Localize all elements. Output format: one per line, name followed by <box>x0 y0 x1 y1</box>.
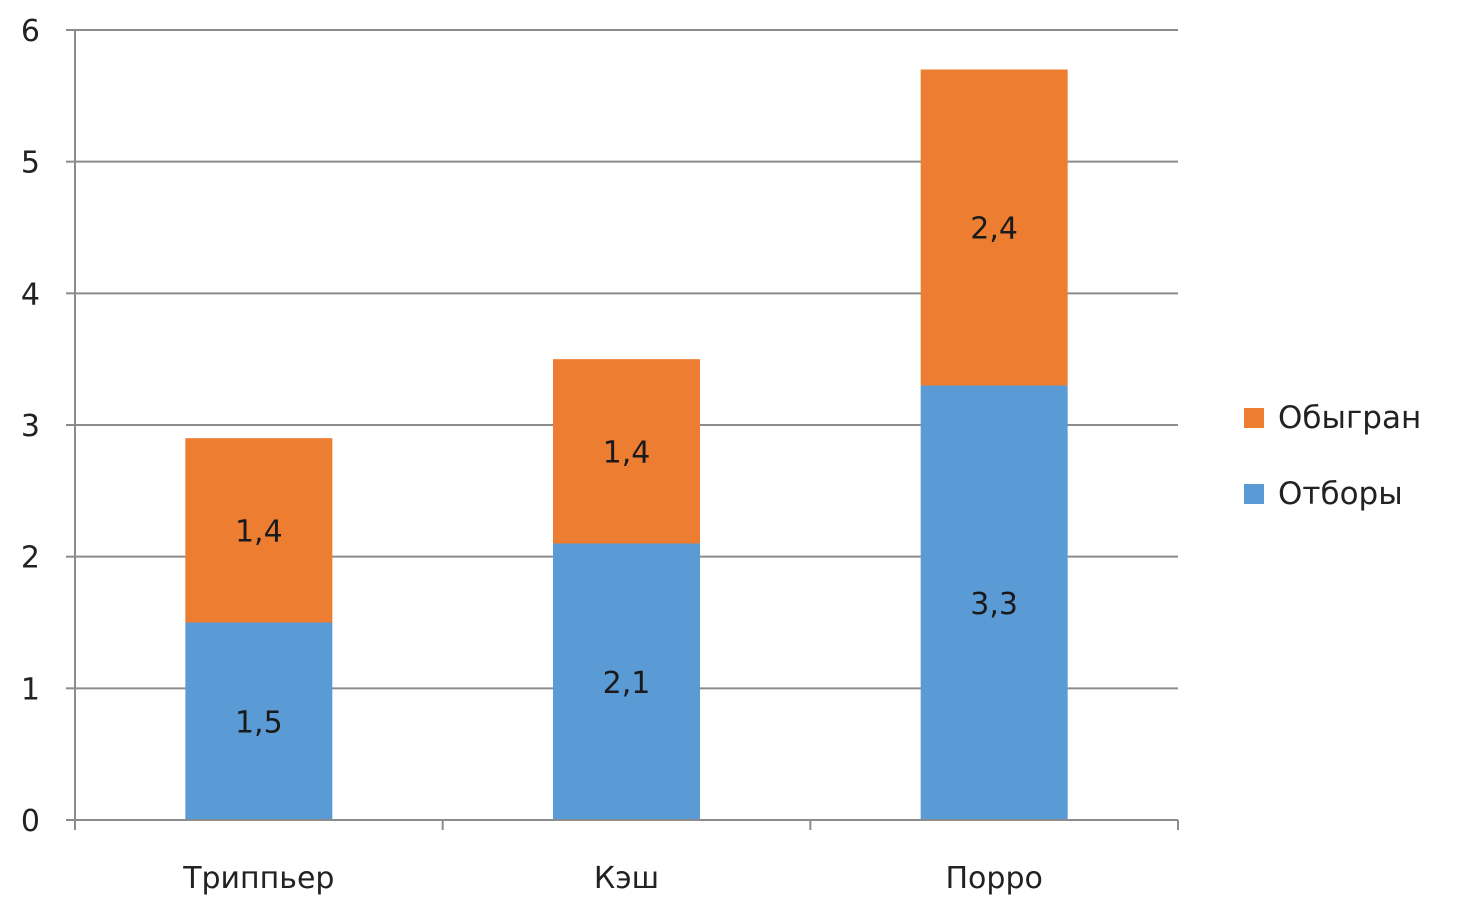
y-tick-label: 6 <box>21 14 40 49</box>
bar-segment-otbory <box>185 622 333 820</box>
x-tick-label: Порро <box>945 861 1042 896</box>
x-tick-label: Кэш <box>594 861 659 896</box>
legend-item-obygran: Обыгран <box>1244 398 1421 438</box>
legend-swatch-obygran <box>1244 408 1264 428</box>
data-label: 1,4 <box>603 435 651 470</box>
bar-segment-otbory <box>920 385 1068 820</box>
bar-segment-obygran <box>920 69 1068 386</box>
data-label: 2,4 <box>970 212 1018 247</box>
bars <box>185 69 1068 820</box>
bar-segment-obygran <box>185 438 333 623</box>
data-label: 2,1 <box>603 666 651 701</box>
legend-item-otbory: Отборы <box>1244 474 1421 514</box>
y-tick-label: 1 <box>21 672 40 707</box>
y-tick-label: 0 <box>21 804 40 839</box>
data-label: 1,5 <box>235 705 283 740</box>
y-tick-label: 5 <box>21 146 40 181</box>
legend-swatch-otbory <box>1244 484 1264 504</box>
bar-segment-otbory <box>553 543 700 820</box>
y-tick-label: 4 <box>21 277 40 312</box>
data-labels: 1,5 1,4 2,1 1,4 3,3 2,4 <box>235 212 1018 741</box>
axes: 0 1 2 3 4 5 6 Триппьер Кэш Порро <box>21 14 1179 896</box>
y-tick-label: 2 <box>21 541 40 576</box>
legend-label-otbory: Отборы <box>1278 476 1403 512</box>
data-label: 3,3 <box>970 587 1018 622</box>
y-tick-label: 3 <box>21 409 40 444</box>
data-label: 1,4 <box>235 514 283 549</box>
x-tick-label: Триппьер <box>182 861 334 896</box>
bar-segment-obygran <box>553 359 700 544</box>
legend: Обыгран Отборы <box>1244 398 1421 550</box>
legend-label-obygran: Обыгран <box>1278 400 1422 436</box>
